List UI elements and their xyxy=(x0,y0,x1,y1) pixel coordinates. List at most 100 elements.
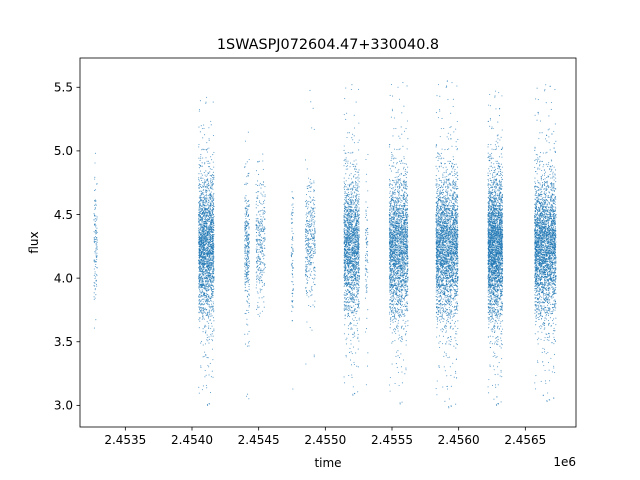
data-point xyxy=(256,249,258,251)
data-point xyxy=(203,261,205,263)
data-point xyxy=(207,228,209,230)
data-point xyxy=(306,219,308,221)
data-point xyxy=(305,264,307,266)
data-point xyxy=(213,203,215,205)
data-point xyxy=(291,191,293,193)
data-point xyxy=(255,207,257,209)
data-point xyxy=(198,167,200,169)
data-point xyxy=(244,276,246,278)
data-point xyxy=(353,221,355,223)
data-point xyxy=(201,298,203,300)
data-point xyxy=(356,245,358,247)
data-point xyxy=(200,243,202,245)
data-point xyxy=(212,306,214,308)
data-point xyxy=(291,320,293,322)
data-point xyxy=(246,222,248,224)
data-point xyxy=(211,325,213,327)
data-point xyxy=(353,239,355,241)
data-point xyxy=(358,265,360,267)
data-point xyxy=(203,247,205,249)
data-point xyxy=(304,234,306,236)
data-point xyxy=(344,289,346,291)
data-point xyxy=(353,255,356,257)
data-point xyxy=(263,240,265,242)
data-point xyxy=(261,218,263,220)
data-point xyxy=(212,236,214,238)
data-point xyxy=(206,266,209,268)
data-point xyxy=(198,223,200,225)
data-point xyxy=(201,318,203,320)
data-point xyxy=(258,257,260,259)
data-point xyxy=(245,207,247,209)
data-point xyxy=(347,191,350,193)
data-point xyxy=(205,208,207,210)
data-point xyxy=(201,246,203,248)
data-point xyxy=(347,184,349,186)
data-point xyxy=(351,240,353,242)
data-point xyxy=(356,328,358,330)
data-point xyxy=(344,382,346,384)
data-point xyxy=(290,214,292,216)
data-point xyxy=(290,254,292,256)
data-point xyxy=(259,259,261,261)
data-point xyxy=(264,227,266,229)
data-point xyxy=(344,259,346,262)
data-point xyxy=(209,217,211,219)
data-point xyxy=(291,253,294,255)
data-point xyxy=(210,220,212,222)
data-point xyxy=(204,376,206,378)
data-point xyxy=(306,281,308,284)
data-point xyxy=(307,185,310,187)
data-point xyxy=(347,266,349,268)
data-point xyxy=(204,281,206,283)
data-point xyxy=(246,271,248,273)
data-point xyxy=(244,196,246,198)
data-point xyxy=(344,314,346,316)
data-point xyxy=(349,297,351,299)
data-point xyxy=(203,232,205,234)
data-point xyxy=(246,161,248,163)
data-point xyxy=(348,215,350,217)
data-point xyxy=(259,272,261,274)
data-point xyxy=(310,235,313,237)
data-point xyxy=(353,175,355,177)
data-point xyxy=(248,398,250,400)
data-point xyxy=(350,173,352,175)
data-point xyxy=(349,174,351,176)
data-point xyxy=(199,287,201,289)
data-point xyxy=(208,268,210,271)
data-point xyxy=(201,219,203,221)
data-point xyxy=(208,301,210,303)
data-point xyxy=(245,258,247,260)
data-point xyxy=(212,101,214,103)
data-point xyxy=(247,201,249,203)
data-point xyxy=(255,201,257,203)
data-point xyxy=(202,281,204,283)
data-point xyxy=(205,273,207,275)
data-point xyxy=(205,384,207,386)
data-point xyxy=(200,177,202,179)
data-point xyxy=(203,182,205,184)
data-point xyxy=(309,239,311,241)
data-point xyxy=(244,235,246,237)
data-point xyxy=(212,261,214,263)
data-point xyxy=(212,247,214,249)
data-point xyxy=(353,191,355,193)
data-point xyxy=(292,249,294,251)
data-point xyxy=(309,212,311,214)
data-point xyxy=(94,288,96,290)
data-point xyxy=(210,222,212,224)
data-point xyxy=(314,212,316,214)
data-point xyxy=(210,178,212,180)
data-point xyxy=(256,274,258,276)
data-point xyxy=(349,238,352,240)
data-point xyxy=(244,224,246,226)
data-point xyxy=(204,294,206,296)
data-point xyxy=(344,98,346,100)
data-point xyxy=(204,174,206,176)
data-point xyxy=(205,255,207,257)
data-point xyxy=(348,277,350,279)
data-point xyxy=(345,228,347,230)
data-point xyxy=(204,299,206,301)
data-point xyxy=(356,238,358,240)
